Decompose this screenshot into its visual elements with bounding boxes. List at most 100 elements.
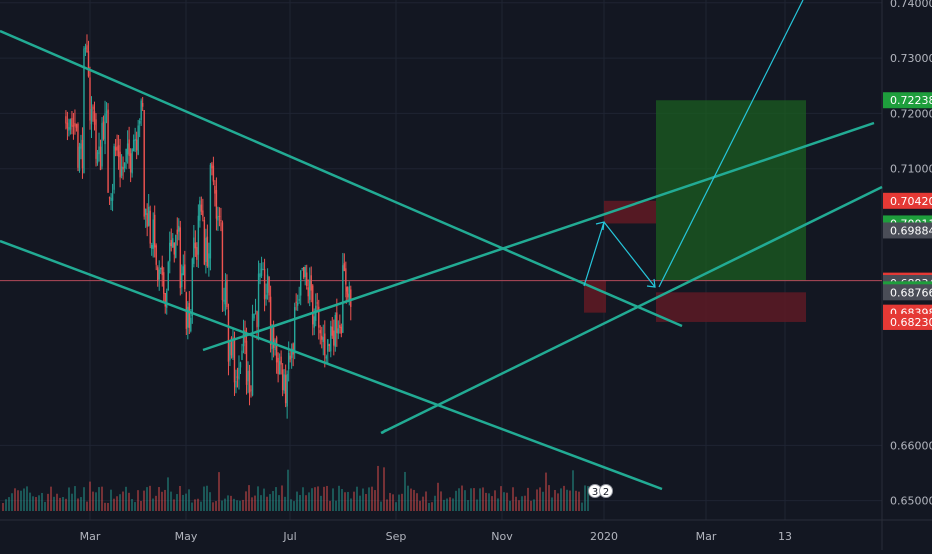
candle-body[interactable] (316, 302, 318, 304)
candle-body[interactable] (182, 266, 184, 276)
candle-body[interactable] (155, 245, 157, 265)
candle-body[interactable] (306, 272, 308, 286)
candle-body[interactable] (101, 123, 103, 167)
candle-body[interactable] (339, 325, 341, 328)
candle-body[interactable] (328, 344, 330, 346)
candle-body[interactable] (257, 273, 260, 327)
candle-body[interactable] (143, 110, 145, 217)
candle-body[interactable] (313, 316, 315, 328)
candle-body[interactable] (319, 330, 321, 334)
candle-body[interactable] (312, 285, 314, 325)
candle-body[interactable] (266, 274, 269, 293)
candle-body[interactable] (287, 352, 290, 370)
candle-body[interactable] (205, 237, 207, 262)
candle-body[interactable] (208, 253, 210, 268)
candle-body[interactable] (151, 245, 153, 249)
candle-body[interactable] (196, 247, 198, 260)
candle-body[interactable] (92, 106, 94, 110)
candle-body[interactable] (170, 240, 172, 247)
candle-body[interactable] (284, 375, 287, 404)
candle-body[interactable] (193, 237, 195, 264)
candle-body[interactable] (334, 315, 336, 347)
candle-body[interactable] (350, 289, 352, 307)
candle-body[interactable] (345, 287, 347, 292)
candle-body[interactable] (310, 275, 312, 291)
candle-body[interactable] (262, 269, 264, 271)
candle-body[interactable] (215, 190, 218, 219)
candle-body[interactable] (176, 229, 178, 235)
projection-arrow[interactable] (658, 0, 804, 288)
candle-body[interactable] (322, 337, 324, 342)
candle-body[interactable] (307, 287, 309, 297)
candle-body[interactable] (223, 299, 225, 302)
candle-body[interactable] (131, 149, 133, 174)
candle-body[interactable] (217, 216, 219, 221)
candle-body[interactable] (191, 258, 194, 317)
candle-body[interactable] (66, 122, 69, 129)
trendline[interactable] (0, 239, 663, 491)
candle-body[interactable] (269, 296, 272, 346)
candle-body[interactable] (235, 381, 237, 388)
candle-body[interactable] (187, 306, 189, 328)
candle-body[interactable] (184, 264, 186, 290)
candle-body[interactable] (272, 326, 275, 349)
candle-body[interactable] (300, 270, 302, 296)
candle-body[interactable] (172, 238, 174, 248)
candle-body[interactable] (347, 293, 349, 298)
candle-body[interactable] (87, 51, 90, 77)
candle-body[interactable] (179, 227, 181, 289)
candle-body[interactable] (296, 302, 299, 306)
candle-body[interactable] (318, 306, 320, 328)
candle-body[interactable] (280, 356, 282, 365)
candle-body[interactable] (309, 280, 311, 300)
candle-body[interactable] (175, 234, 177, 258)
candle-body[interactable] (325, 356, 327, 359)
candle-body[interactable] (250, 389, 252, 391)
candle-body[interactable] (104, 113, 106, 145)
candle-body[interactable] (161, 265, 163, 276)
candle-body[interactable] (238, 367, 240, 380)
candle-body[interactable] (251, 313, 254, 396)
candle-body[interactable] (230, 337, 233, 356)
candle-body[interactable] (283, 374, 285, 391)
candle-body[interactable] (93, 111, 96, 125)
candle-body[interactable] (321, 335, 323, 340)
candle-body[interactable] (77, 123, 79, 168)
candle-body[interactable] (290, 348, 293, 358)
candle-body[interactable] (278, 361, 281, 375)
candle-body[interactable] (327, 339, 329, 352)
candle-body[interactable] (301, 268, 303, 270)
candle-body[interactable] (343, 263, 346, 272)
candle-body[interactable] (75, 124, 78, 128)
candle-body[interactable] (275, 337, 278, 363)
candle-body[interactable] (90, 109, 93, 125)
candle-body[interactable] (247, 370, 249, 382)
candle-body[interactable] (65, 116, 67, 124)
candle-body[interactable] (348, 286, 350, 300)
candle-body[interactable] (315, 305, 317, 321)
candle-body[interactable] (281, 369, 284, 391)
candle-body[interactable] (200, 204, 203, 212)
candle-body[interactable] (260, 268, 263, 276)
candle-body[interactable] (241, 350, 243, 360)
candle-body[interactable] (158, 269, 160, 280)
candle-body[interactable] (154, 214, 156, 248)
candle-body[interactable] (137, 125, 139, 155)
candle-body[interactable] (173, 242, 175, 255)
candle-body[interactable] (211, 163, 213, 169)
candle-body[interactable] (254, 310, 257, 312)
candle-body[interactable] (298, 299, 300, 301)
candle-body[interactable] (197, 215, 200, 255)
candle-body[interactable] (86, 45, 88, 53)
trendline[interactable] (381, 429, 387, 434)
candle-body[interactable] (81, 139, 84, 169)
candle-body[interactable] (263, 269, 266, 300)
candle-body[interactable] (125, 149, 127, 162)
candle-body[interactable] (117, 145, 120, 157)
candle-body[interactable] (227, 310, 230, 362)
candle-body[interactable] (178, 225, 180, 232)
candle-body[interactable] (232, 341, 234, 358)
candle-body[interactable] (78, 146, 81, 171)
candle-body[interactable] (271, 327, 273, 350)
candle-body[interactable] (122, 167, 124, 170)
